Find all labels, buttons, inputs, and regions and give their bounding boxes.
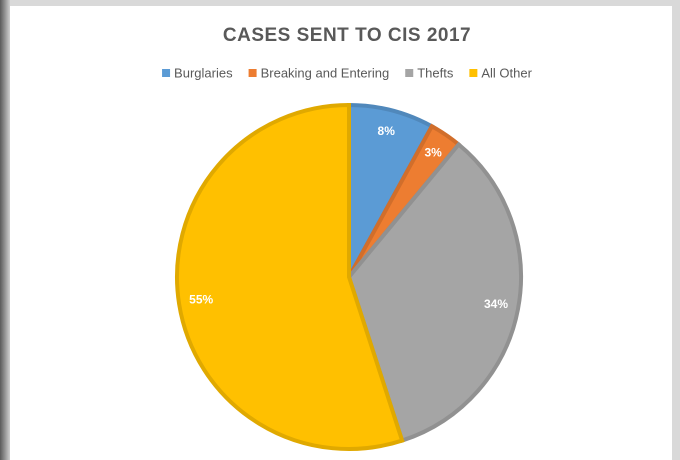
data-label: 55% [189,293,213,307]
data-label: 8% [378,124,396,138]
legend-label: Thefts [417,65,454,80]
legend-label: All Other [481,65,532,80]
pie-slice [175,102,405,451]
data-label: 34% [484,297,508,311]
legend-swatch [248,69,257,77]
legend-label: Burglaries [174,65,233,80]
legend-label: Breaking and Entering [261,65,390,80]
legend: Burglaries Breaking and Entering Thefts All… [162,65,533,80]
legend-swatch [405,69,414,77]
legend-swatch [162,69,171,77]
data-label: 3% [424,145,442,159]
chart-title: CASES SENT TO CIS 2017 [223,25,471,46]
pie-slice [346,141,523,444]
frame-edge [0,0,10,460]
legend-swatch [469,69,478,77]
